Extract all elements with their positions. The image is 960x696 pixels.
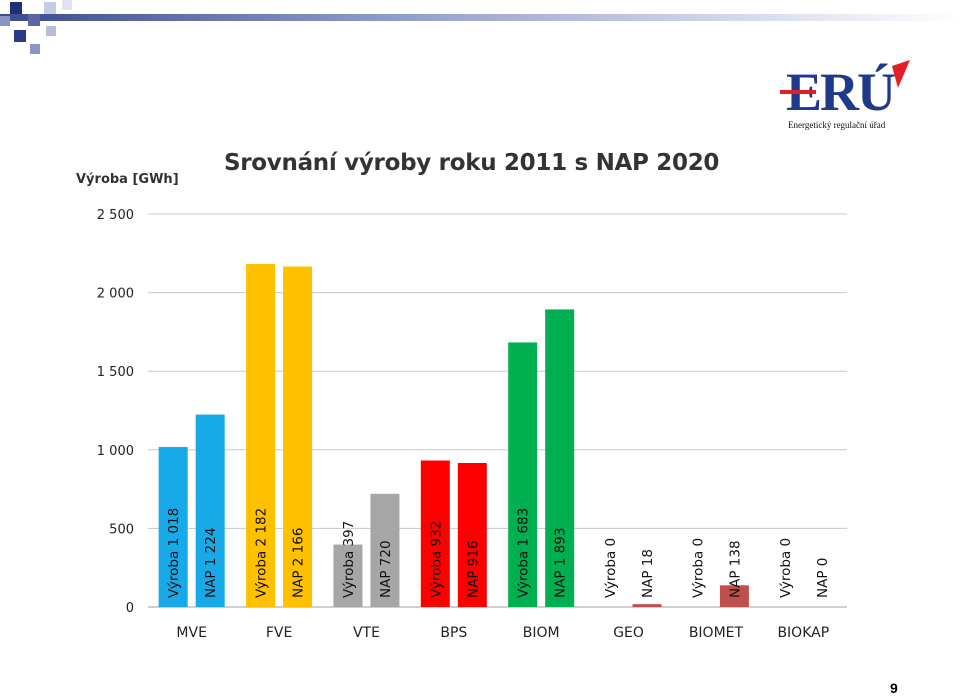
header-square (10, 2, 22, 14)
header-decoration (0, 0, 960, 54)
y-axis-label: Výroba [GWh] (76, 172, 179, 187)
x-tick-label: FVE (266, 625, 292, 641)
bar-vroba-vte (333, 544, 363, 607)
bar-nap-fve (283, 266, 313, 607)
data-label: NAP 720 (378, 540, 394, 598)
data-label: Výroba 0 (778, 538, 794, 598)
y-tick-label: 2 500 (97, 208, 134, 223)
bar-vroba-mve (158, 446, 188, 607)
data-label: Výroba 1 018 (166, 508, 182, 598)
y-tick-label: 1 000 (97, 444, 134, 459)
data-label: Výroba 932 (428, 521, 444, 598)
chart-title: Srovnání výroby roku 2011 s NAP 2020 (224, 150, 720, 176)
header-square (62, 0, 72, 10)
logo-caption: Energetický regulační úřad (788, 120, 886, 130)
bar-nap-bps (457, 463, 487, 607)
header-square (30, 44, 40, 54)
header-gradient-bar (0, 14, 960, 21)
header-band (0, 0, 960, 58)
x-tick-label: BPS (440, 625, 467, 641)
page-number: 9 (890, 680, 898, 696)
bar-nap-vte (370, 493, 400, 607)
eru-logo-mark: ERÚ (780, 60, 910, 122)
data-label: Výroba 1 683 (516, 508, 532, 598)
header-square (14, 30, 26, 42)
bar-nap-biomet (719, 585, 749, 607)
eru-logo: ERÚ Energetický regulační úřad (780, 58, 920, 134)
x-tick-label: BIOM (523, 625, 560, 641)
data-label: NAP 18 (640, 549, 656, 598)
bar-vroba-fve (246, 263, 276, 607)
data-label: Výroba 397 (341, 521, 357, 598)
bar-vroba-bps (420, 460, 450, 607)
x-tick-label: GEO (613, 625, 644, 641)
data-label: NAP 1 224 (203, 528, 219, 598)
data-label: NAP 2 166 (291, 528, 307, 598)
bar-nap-geo (632, 604, 662, 607)
logo-red-accent (892, 60, 910, 88)
data-label: NAP 916 (465, 540, 481, 598)
header-square (0, 16, 10, 26)
x-tick-label: BIOKAP (777, 625, 829, 641)
data-label: NAP 0 (815, 558, 831, 598)
header-square (28, 14, 40, 26)
y-tick-label: 500 (109, 522, 134, 537)
data-label: Výroba 0 (603, 538, 619, 598)
bar-nap-mve (195, 414, 225, 607)
x-tick-label: MVE (176, 625, 207, 641)
data-label: NAP 1 893 (553, 528, 569, 598)
y-tick-label: 1 500 (97, 365, 134, 380)
data-label: Výroba 2 182 (254, 508, 270, 598)
bar-vroba-biom (508, 342, 538, 607)
y-tick-label: 0 (126, 601, 134, 616)
bar-nap-biom (545, 309, 575, 607)
x-tick-label: BIOMET (689, 625, 744, 641)
header-square (46, 26, 56, 36)
header-square (44, 2, 56, 14)
x-tick-label: VTE (353, 625, 380, 641)
data-label: Výroba 0 (690, 538, 706, 598)
y-tick-label: 2 000 (97, 287, 134, 302)
data-label: NAP 138 (727, 540, 743, 598)
